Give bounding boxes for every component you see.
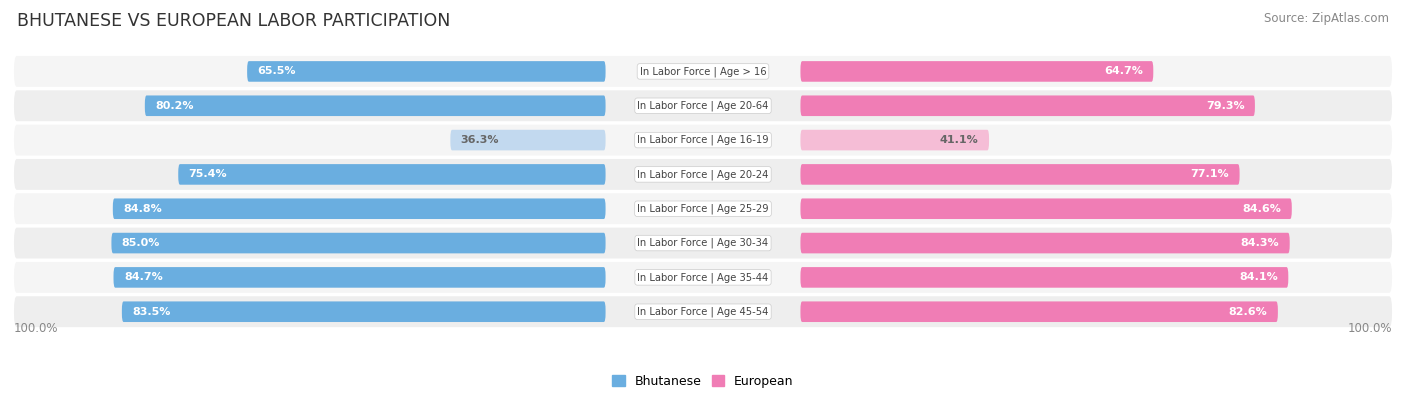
Text: 84.1%: 84.1%	[1239, 273, 1278, 282]
FancyBboxPatch shape	[145, 96, 606, 116]
Text: 84.3%: 84.3%	[1240, 238, 1279, 248]
Text: 65.5%: 65.5%	[257, 66, 297, 76]
Text: 85.0%: 85.0%	[122, 238, 160, 248]
FancyBboxPatch shape	[800, 164, 1240, 185]
FancyBboxPatch shape	[450, 130, 606, 150]
FancyBboxPatch shape	[14, 228, 1392, 258]
Text: 83.5%: 83.5%	[132, 307, 170, 317]
Text: 64.7%: 64.7%	[1104, 66, 1143, 76]
FancyBboxPatch shape	[14, 193, 1392, 224]
Text: 84.7%: 84.7%	[124, 273, 163, 282]
Text: In Labor Force | Age 25-29: In Labor Force | Age 25-29	[637, 203, 769, 214]
FancyBboxPatch shape	[800, 61, 1153, 82]
FancyBboxPatch shape	[14, 159, 1392, 190]
FancyBboxPatch shape	[111, 233, 606, 253]
Text: In Labor Force | Age 30-34: In Labor Force | Age 30-34	[637, 238, 769, 248]
FancyBboxPatch shape	[114, 267, 606, 288]
Text: 36.3%: 36.3%	[461, 135, 499, 145]
FancyBboxPatch shape	[122, 301, 606, 322]
FancyBboxPatch shape	[800, 130, 988, 150]
Text: 79.3%: 79.3%	[1206, 101, 1244, 111]
FancyBboxPatch shape	[112, 198, 606, 219]
Text: Source: ZipAtlas.com: Source: ZipAtlas.com	[1264, 12, 1389, 25]
Text: In Labor Force | Age > 16: In Labor Force | Age > 16	[640, 66, 766, 77]
Text: 84.6%: 84.6%	[1243, 204, 1281, 214]
Text: 80.2%: 80.2%	[155, 101, 194, 111]
Text: In Labor Force | Age 35-44: In Labor Force | Age 35-44	[637, 272, 769, 283]
Text: In Labor Force | Age 45-54: In Labor Force | Age 45-54	[637, 307, 769, 317]
Legend: Bhutanese, European: Bhutanese, European	[607, 370, 799, 393]
Text: 84.8%: 84.8%	[124, 204, 162, 214]
FancyBboxPatch shape	[800, 198, 1292, 219]
Text: 77.1%: 77.1%	[1191, 169, 1229, 179]
FancyBboxPatch shape	[800, 267, 1288, 288]
Text: In Labor Force | Age 16-19: In Labor Force | Age 16-19	[637, 135, 769, 145]
Text: 100.0%: 100.0%	[14, 322, 59, 335]
FancyBboxPatch shape	[14, 262, 1392, 293]
Text: 41.1%: 41.1%	[939, 135, 979, 145]
Text: 82.6%: 82.6%	[1229, 307, 1267, 317]
FancyBboxPatch shape	[179, 164, 606, 185]
FancyBboxPatch shape	[247, 61, 606, 82]
Text: In Labor Force | Age 20-64: In Labor Force | Age 20-64	[637, 100, 769, 111]
Text: 100.0%: 100.0%	[1347, 322, 1392, 335]
FancyBboxPatch shape	[14, 296, 1392, 327]
FancyBboxPatch shape	[800, 301, 1278, 322]
FancyBboxPatch shape	[14, 90, 1392, 121]
Text: 75.4%: 75.4%	[188, 169, 228, 179]
FancyBboxPatch shape	[800, 96, 1256, 116]
Text: BHUTANESE VS EUROPEAN LABOR PARTICIPATION: BHUTANESE VS EUROPEAN LABOR PARTICIPATIO…	[17, 12, 450, 30]
FancyBboxPatch shape	[14, 56, 1392, 87]
Text: In Labor Force | Age 20-24: In Labor Force | Age 20-24	[637, 169, 769, 180]
FancyBboxPatch shape	[14, 125, 1392, 156]
FancyBboxPatch shape	[800, 233, 1289, 253]
